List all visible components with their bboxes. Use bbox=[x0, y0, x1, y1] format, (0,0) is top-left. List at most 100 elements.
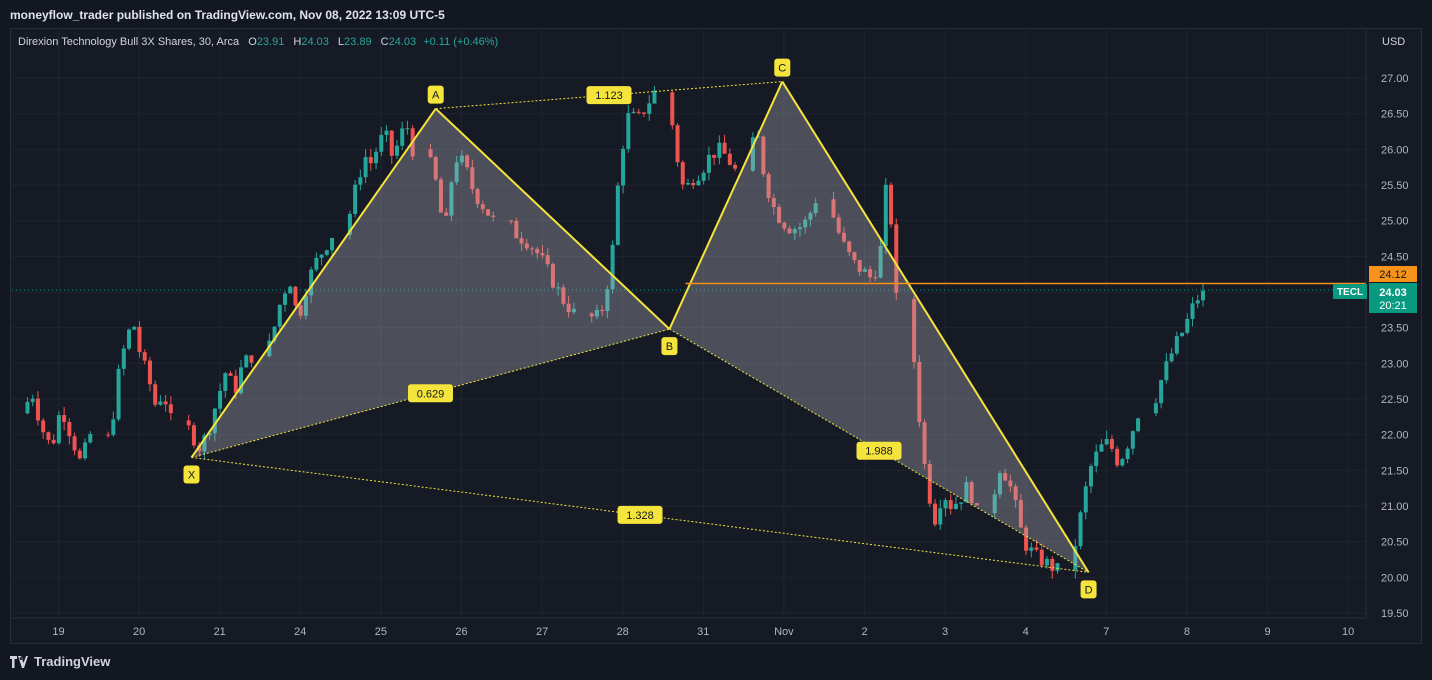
x-tick-label: 7 bbox=[1103, 626, 1109, 638]
y-tick-label: 23.00 bbox=[1381, 358, 1409, 370]
candle-up bbox=[1094, 451, 1099, 467]
candle-up bbox=[631, 111, 636, 113]
candle-up bbox=[878, 246, 883, 278]
candle-up bbox=[158, 401, 163, 405]
candle-up bbox=[25, 401, 30, 414]
candle-down bbox=[847, 241, 852, 253]
candle-up bbox=[621, 148, 626, 186]
candle-up bbox=[647, 103, 652, 114]
candle-up bbox=[30, 398, 35, 402]
ratio-label-box bbox=[617, 505, 663, 524]
candle-up bbox=[1159, 380, 1164, 404]
candle-up bbox=[127, 329, 132, 349]
x-tick-label: 27 bbox=[536, 626, 548, 638]
candle-down bbox=[912, 299, 917, 362]
candle-up bbox=[132, 326, 137, 330]
candle-up bbox=[400, 128, 405, 146]
candle-down bbox=[889, 184, 894, 225]
candle-down bbox=[486, 209, 491, 216]
candle-up bbox=[1078, 512, 1083, 547]
candle-up bbox=[943, 500, 948, 509]
candle-down bbox=[35, 398, 40, 421]
candle-down bbox=[868, 269, 873, 278]
candle-down bbox=[147, 360, 152, 385]
candle-up bbox=[803, 219, 808, 228]
candle-up bbox=[1045, 558, 1050, 566]
ratio-line-xb bbox=[191, 328, 670, 458]
candle-up bbox=[959, 502, 964, 504]
candle-up bbox=[706, 154, 711, 173]
candle-down bbox=[922, 422, 927, 464]
candle-up bbox=[272, 326, 277, 341]
current-price-text: 24.03 bbox=[1379, 287, 1407, 299]
candle-up bbox=[1099, 444, 1104, 452]
candle-down bbox=[293, 286, 298, 306]
symbol-badge bbox=[1333, 284, 1367, 299]
xab-triangle bbox=[191, 108, 670, 458]
point-label-a: A bbox=[432, 90, 440, 102]
candle-down bbox=[524, 243, 529, 249]
candle-down bbox=[680, 162, 685, 185]
candle-up bbox=[374, 151, 379, 164]
candle-down bbox=[142, 352, 147, 361]
candle-up bbox=[244, 355, 249, 368]
candle-up bbox=[1125, 448, 1130, 460]
ratio-label-0.629: 0.629 bbox=[417, 388, 445, 400]
x-tick-label: 2 bbox=[861, 626, 867, 638]
candle-up bbox=[1195, 300, 1200, 304]
point-label-d: D bbox=[1085, 584, 1093, 596]
candle-up bbox=[808, 212, 813, 220]
candle-down bbox=[675, 125, 680, 163]
candle-up bbox=[1120, 459, 1125, 466]
y-tick-label: 25.50 bbox=[1381, 180, 1409, 192]
candle-down bbox=[691, 183, 696, 186]
brand-name: TradingView bbox=[34, 654, 111, 669]
ratio-label-box bbox=[856, 441, 902, 460]
y-tick-label: 20.50 bbox=[1381, 537, 1409, 549]
candle-down bbox=[1109, 438, 1114, 449]
candle-down bbox=[852, 252, 857, 260]
candle-down bbox=[438, 179, 443, 213]
pattern-leg-ab bbox=[435, 107, 671, 330]
candle-up bbox=[282, 293, 287, 305]
candle-down bbox=[636, 111, 641, 113]
candle-down bbox=[428, 149, 433, 158]
candle-up bbox=[862, 269, 867, 272]
candle-down bbox=[509, 220, 514, 222]
candle-up bbox=[605, 289, 610, 312]
candle-down bbox=[191, 425, 196, 446]
candle-down bbox=[1013, 486, 1018, 501]
point-label-box bbox=[774, 58, 791, 77]
pattern-leg-bc bbox=[668, 81, 784, 330]
x-tick-label: 24 bbox=[294, 626, 306, 638]
ratio-label-1.328: 1.328 bbox=[626, 510, 654, 522]
tradingview-footer[interactable]: TradingView bbox=[10, 654, 110, 669]
candle-up bbox=[454, 162, 459, 183]
candle-up bbox=[1083, 486, 1088, 513]
y-tick-label: 22.50 bbox=[1381, 394, 1409, 406]
candle-down bbox=[777, 206, 782, 223]
candle-up bbox=[363, 157, 368, 178]
candle-down bbox=[514, 220, 519, 239]
candle-up bbox=[615, 185, 620, 245]
candle-up bbox=[303, 295, 308, 316]
candle-up bbox=[212, 408, 217, 434]
candle-down bbox=[153, 384, 158, 405]
tradingview-logo-icon bbox=[10, 655, 28, 668]
y-tick-label: 23.50 bbox=[1381, 323, 1409, 335]
candle-up bbox=[610, 244, 615, 290]
level-price-text: 24.12 bbox=[1379, 269, 1407, 281]
candle-down bbox=[933, 503, 938, 525]
candle-down bbox=[298, 305, 303, 316]
close-label: C bbox=[380, 36, 389, 48]
symbol-badge-text: TECL bbox=[1337, 287, 1363, 298]
candle-up bbox=[756, 136, 761, 138]
candle-down bbox=[168, 404, 173, 414]
open-value: 23.91 bbox=[256, 36, 285, 48]
candle-up bbox=[1164, 361, 1169, 381]
candle-up bbox=[992, 494, 997, 514]
pattern-leg-cd bbox=[781, 81, 1090, 573]
symbol-legend: Direxion Technology Bull 3X Shares, 30, … bbox=[18, 36, 498, 48]
candle-up bbox=[717, 142, 722, 158]
